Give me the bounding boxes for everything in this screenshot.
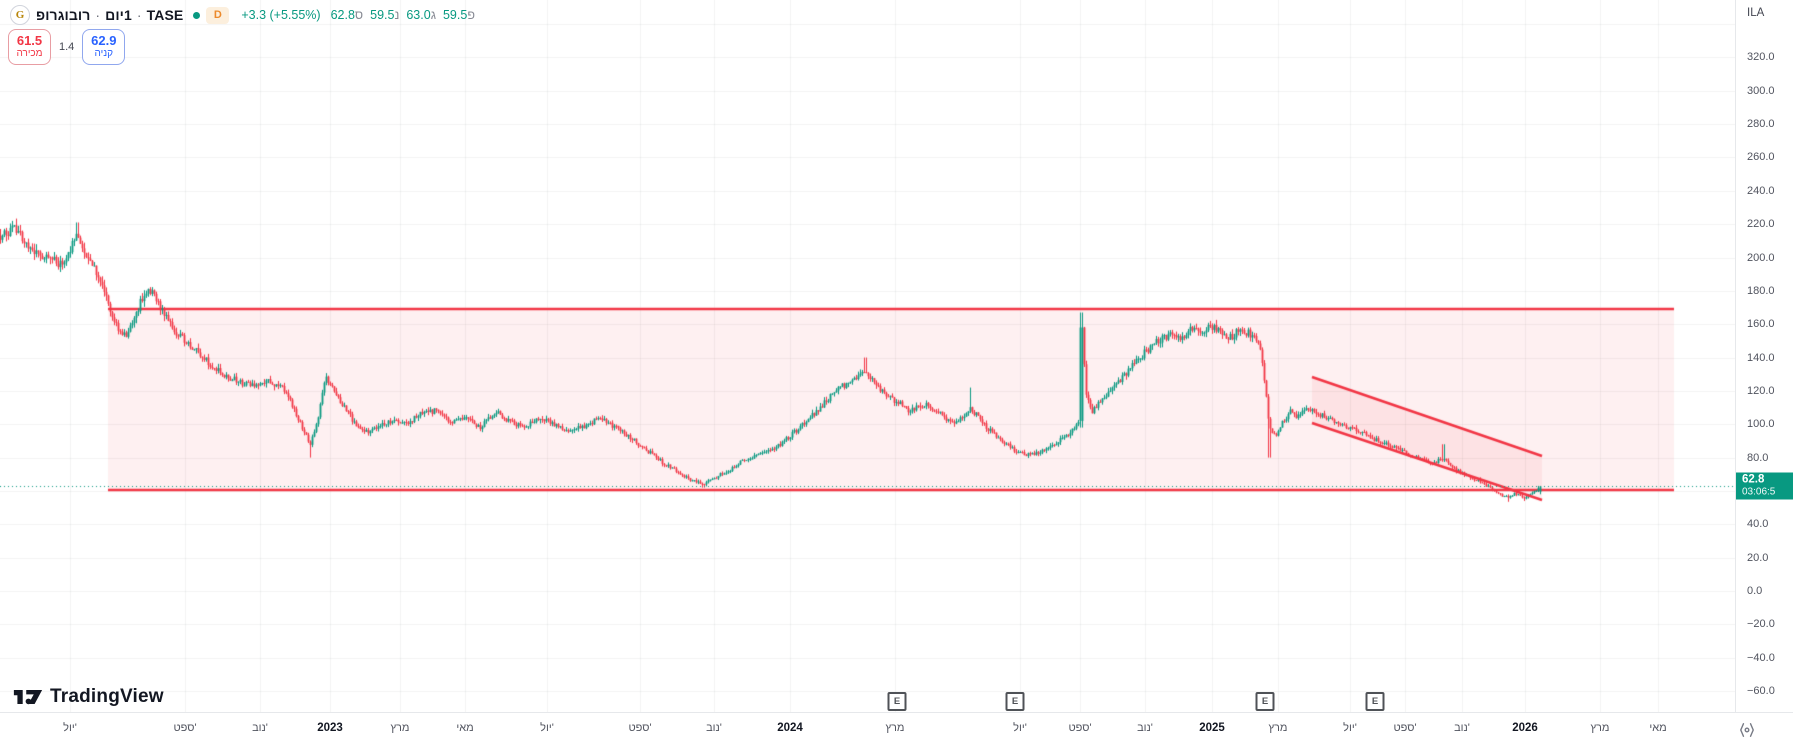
spread-value: 1.4 [59, 41, 75, 53]
price-tick-label: 0.0 [1747, 585, 1763, 597]
candlestick-chart-canvas[interactable] [0, 0, 1735, 712]
symbol-legend[interactable]: G רובוגרופ · 1יום · TASE D +3.3 (+5.55%)… [10, 5, 475, 25]
symbol-title[interactable]: רובוגרופ · 1יום · TASE [36, 7, 183, 23]
time-axis-year-label: 2024 [777, 722, 803, 734]
buy-price: 62.9 [91, 33, 117, 48]
chart-area[interactable]: G רובוגרופ · 1יום · TASE D +3.3 (+5.55%)… [0, 0, 1735, 712]
buy-button[interactable]: 62.9 קניה [82, 29, 126, 65]
price-tick-label: 80.0 [1747, 451, 1769, 464]
earnings-marker-badge[interactable]: E [1005, 692, 1025, 711]
time-axis-month-label: מרץ [1268, 722, 1288, 734]
price-tick-label: 240.0 [1747, 184, 1775, 197]
currency-label: ILA [1747, 7, 1765, 19]
time-axis-month-label: מאי [456, 722, 474, 734]
earnings-marker-badge[interactable]: E [887, 692, 907, 711]
time-axis-month-label: יול' [540, 722, 554, 734]
price-tick-label: 40.0 [1747, 518, 1769, 531]
time-axis-month-label: נוב' [252, 722, 268, 734]
price-tick-label: 220.0 [1747, 218, 1775, 231]
time-axis-month-label: מרץ [885, 722, 905, 734]
symbol-logo-icon[interactable]: G [10, 5, 30, 25]
time-axis-year-label: 2025 [1199, 722, 1225, 734]
price-change: +3.3 (+5.55%) [241, 8, 321, 22]
price-tick-label: −20.0 [1747, 618, 1775, 631]
last-price-value: 62.8 [1742, 473, 1765, 486]
time-axis-year-label: 2023 [317, 722, 343, 734]
time-axis-month-label: מאי [1649, 722, 1667, 734]
time-axis-month-label: נוב' [1137, 722, 1153, 734]
symbol-name: רובוגרופ [36, 7, 91, 23]
time-axis-month-label: יול' [1343, 722, 1357, 734]
bar-countdown: 03:06:5 [1742, 486, 1776, 498]
last-price-label: 62.8 03:06:5 [1736, 472, 1793, 500]
price-tick-label: 180.0 [1747, 284, 1775, 297]
time-axis-month-label: יול' [1013, 722, 1027, 734]
buy-label: קניה [94, 48, 114, 59]
price-tick-label: −60.0 [1747, 685, 1775, 697]
price-axis[interactable]: ILA 62.8 03:06:5 320.0 300.0 280.0 260.0 240… [1735, 0, 1793, 712]
ohlc-pair: 59.5נ [370, 8, 400, 22]
tradingview-logo[interactable]: TradingView [13, 686, 164, 708]
time-axis-month-label: מרץ [390, 722, 410, 734]
time-axis[interactable]: יול' ספט' נוב' 2023 מרץ מאי יול' ספט' נוב' 2024 מר… [0, 712, 1793, 743]
earnings-marker-badge[interactable]: E [1255, 692, 1275, 711]
price-tick-label: 300.0 [1747, 84, 1775, 97]
price-tick-label: 320.0 [1747, 51, 1775, 64]
ohlc-pair: 63.0ג [406, 8, 436, 22]
price-tick-label: 20.0 [1747, 551, 1769, 564]
time-axis-month-label: יול' [63, 722, 77, 734]
title-separator2: · [136, 7, 142, 23]
sell-price: 61.5 [16, 33, 43, 48]
time-axis-month-label: מרץ [1590, 722, 1610, 734]
price-tick-label: 140.0 [1747, 351, 1775, 364]
price-tick-label: 200.0 [1747, 251, 1775, 264]
price-tick-label: 280.0 [1747, 118, 1775, 131]
price-tick-label: 120.0 [1747, 384, 1775, 397]
time-axis-month-label: ספט' [1068, 722, 1092, 734]
tradingview-logo-text: TradingView [50, 686, 164, 707]
interval-label: 1יום [105, 7, 132, 23]
price-tick-label: 160.0 [1747, 318, 1775, 331]
ohlc-values: 62.8ס 59.5נ 63.0ג 59.5פ [331, 8, 475, 22]
time-axis-year-label: 2026 [1512, 722, 1538, 734]
price-tick-label: 260.0 [1747, 151, 1775, 164]
market-status-dot-icon[interactable] [193, 11, 201, 19]
price-tick-label: −40.0 [1747, 651, 1775, 664]
sell-label: מכירה [16, 48, 43, 59]
sell-button[interactable]: 61.5 מכירה [8, 29, 51, 65]
ohlc-pair: 59.5פ [442, 8, 475, 22]
trade-panel: 61.5 מכירה 1.4 62.9 קניה [8, 29, 126, 65]
ohlc-pair: 62.8ס [330, 8, 364, 22]
time-axis-month-label: ספט' [173, 722, 197, 734]
tradingview-logo-icon [13, 689, 43, 705]
time-axis-month-label: נוב' [1454, 722, 1470, 734]
time-axis-month-label: ספט' [1393, 722, 1417, 734]
timezone-settings-icon[interactable] [1738, 722, 1756, 738]
earnings-marker-badge[interactable]: E [1365, 692, 1385, 711]
timeframe-badge[interactable]: D [206, 6, 230, 24]
price-tick-label: 100.0 [1747, 418, 1775, 431]
exchange-label: TASE [146, 7, 184, 23]
time-axis-month-label: נוב' [706, 722, 722, 734]
title-separator: · [95, 7, 101, 23]
time-axis-month-label: ספט' [628, 722, 652, 734]
